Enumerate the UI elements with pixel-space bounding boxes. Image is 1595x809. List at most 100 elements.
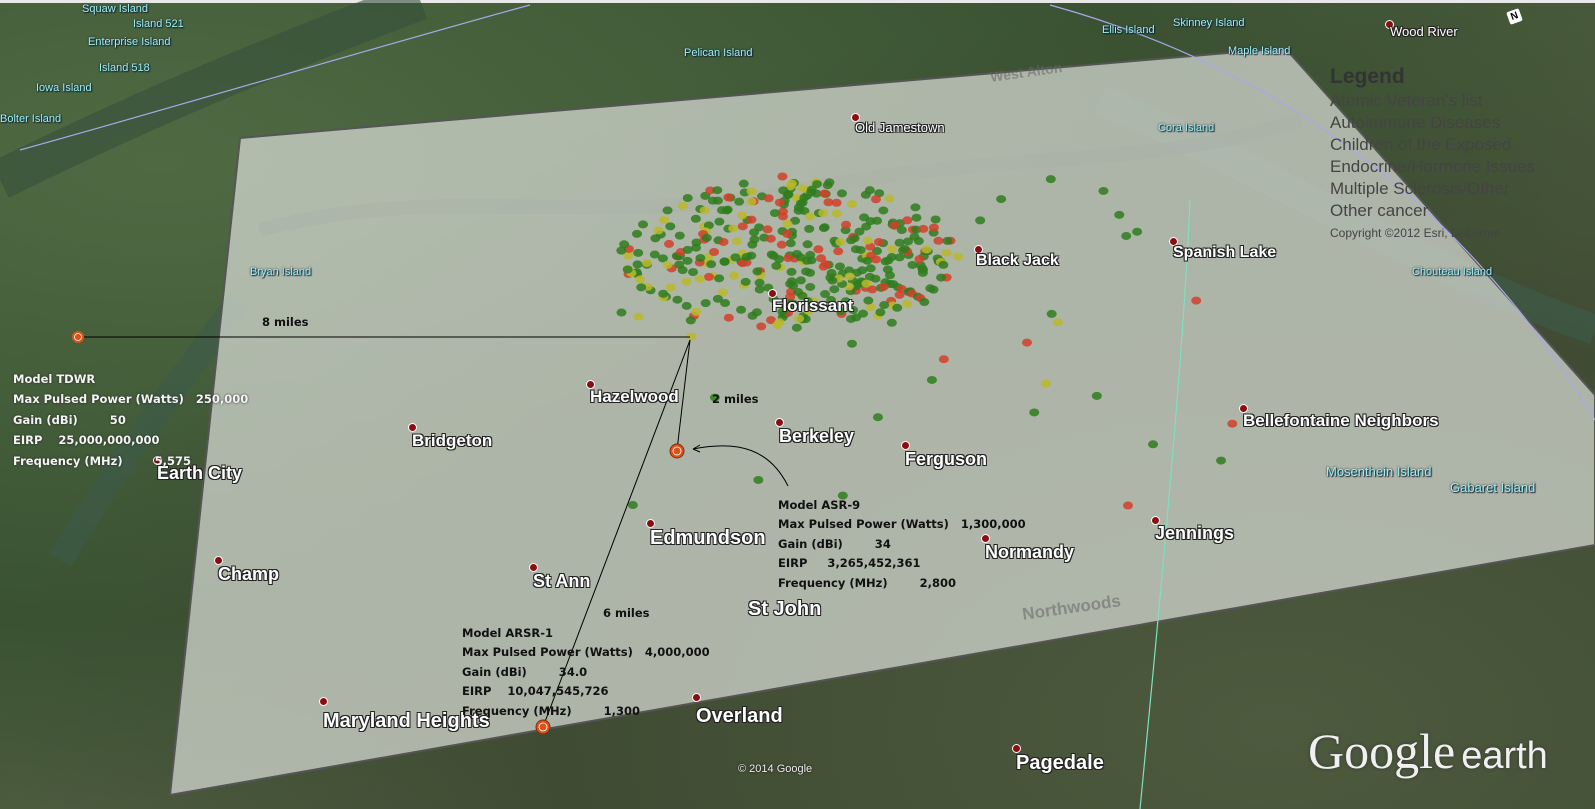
report-marker — [953, 252, 964, 261]
place-pin — [851, 113, 860, 122]
report-marker — [1046, 309, 1057, 318]
report-marker — [938, 355, 949, 364]
tdwr-radar-icon[interactable] — [72, 331, 84, 343]
legend-item: Multiple Sclerosis/Other — [1330, 179, 1510, 198]
place-label: Bridgeton — [412, 431, 493, 450]
report-marker — [844, 272, 855, 281]
report-marker — [878, 282, 889, 291]
info-line: Max Pulsed Power (Watts) 250,000 — [13, 392, 249, 406]
place-pin — [214, 556, 223, 565]
report-marker — [846, 199, 857, 208]
place-pin — [408, 423, 417, 432]
island-label: Skinney Island — [1173, 17, 1245, 29]
arsr1-distance: 6 miles — [603, 606, 650, 620]
report-marker — [682, 256, 693, 265]
place-pin — [981, 534, 990, 543]
info-line: Gain (dBi) 34 — [778, 536, 891, 551]
report-marker — [686, 332, 697, 341]
report-marker — [746, 197, 757, 206]
report-marker — [907, 260, 918, 269]
report-marker — [942, 236, 953, 245]
place-label: Black Jack — [976, 252, 1059, 269]
report-marker — [879, 301, 890, 310]
report-marker — [736, 305, 747, 314]
google-earth-logo: Google earth — [1308, 723, 1548, 779]
place-pin — [1239, 404, 1248, 413]
info-line: Frequency (MHz) 5,575 — [13, 453, 191, 468]
report-marker — [662, 260, 673, 269]
report-marker — [829, 285, 840, 294]
report-marker — [753, 475, 764, 484]
report-marker — [682, 245, 693, 254]
report-marker — [685, 316, 696, 325]
place-label: Florissant — [772, 296, 854, 315]
report-marker — [701, 233, 712, 242]
report-marker — [836, 189, 847, 198]
report-marker — [700, 299, 711, 308]
report-marker — [806, 188, 817, 197]
report-marker — [681, 277, 692, 286]
report-marker — [772, 321, 783, 330]
report-marker — [787, 299, 798, 308]
legend-item: Other cancer — [1330, 201, 1429, 220]
asr9-radar-icon[interactable] — [669, 443, 685, 459]
place-pin — [768, 289, 777, 298]
river — [48, 292, 251, 567]
report-marker — [1045, 175, 1056, 184]
island-label: Squaw Island — [82, 3, 149, 15]
report-marker — [1132, 227, 1143, 236]
report-marker — [894, 290, 905, 299]
island-label: Island 518 — [99, 62, 150, 74]
report-marker — [865, 242, 876, 251]
arsr1-radar-icon[interactable] — [535, 719, 551, 735]
report-marker — [910, 203, 921, 212]
report-marker — [632, 229, 643, 238]
report-marker — [665, 283, 676, 292]
report-marker — [928, 223, 939, 232]
place-pin — [1385, 20, 1394, 29]
report-marker — [703, 221, 714, 230]
report-marker — [649, 250, 660, 259]
report-marker — [714, 274, 725, 283]
report-marker — [1098, 186, 1109, 195]
report-marker — [835, 307, 846, 316]
report-marker — [712, 294, 723, 303]
report-marker — [863, 296, 874, 305]
report-marker — [938, 260, 949, 269]
report-marker — [718, 237, 729, 246]
report-marker — [996, 195, 1007, 204]
report-marker — [834, 262, 845, 271]
report-marker — [1191, 296, 1202, 305]
island-label: Maple Island — [1228, 45, 1291, 57]
place-label: Overland — [696, 705, 783, 727]
report-marker — [894, 253, 905, 262]
report-marker — [751, 308, 762, 317]
place-pin — [974, 245, 983, 254]
report-marker — [837, 491, 848, 500]
report-marker — [677, 201, 688, 210]
report-marker — [737, 211, 748, 220]
report-marker — [887, 244, 898, 253]
place-label: Old Jamestown — [855, 120, 945, 135]
place-label: Ferguson — [905, 449, 988, 469]
place-pin — [646, 519, 655, 528]
report-marker — [657, 254, 668, 263]
report-marker — [690, 214, 701, 223]
report-marker — [884, 271, 895, 280]
report-marker — [874, 189, 885, 198]
info-line: EIRP 10,047,545,726 — [462, 684, 609, 698]
report-marker — [682, 194, 693, 203]
report-marker — [754, 223, 765, 232]
report-marker — [782, 229, 793, 238]
report-marker — [823, 198, 834, 207]
report-marker — [1227, 419, 1238, 428]
place-pin — [1169, 237, 1178, 246]
report-marker — [786, 179, 797, 188]
report-marker — [665, 222, 676, 231]
report-marker — [804, 224, 815, 233]
report-marker — [841, 220, 852, 229]
report-marker — [805, 282, 816, 291]
report-marker — [705, 186, 716, 195]
report-marker — [850, 245, 861, 254]
report-marker — [870, 195, 881, 204]
